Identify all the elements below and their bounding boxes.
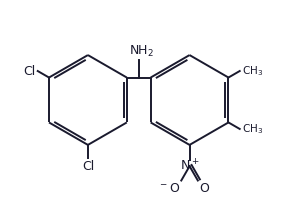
Text: $^-$O: $^-$O bbox=[158, 182, 180, 195]
Text: N$^+$: N$^+$ bbox=[180, 159, 199, 174]
Text: O: O bbox=[199, 182, 209, 195]
Text: CH$_3$: CH$_3$ bbox=[242, 122, 263, 136]
Text: Cl: Cl bbox=[82, 160, 94, 173]
Text: NH$_2$: NH$_2$ bbox=[128, 44, 153, 59]
Text: CH$_3$: CH$_3$ bbox=[242, 64, 263, 78]
Text: Cl: Cl bbox=[23, 65, 35, 78]
